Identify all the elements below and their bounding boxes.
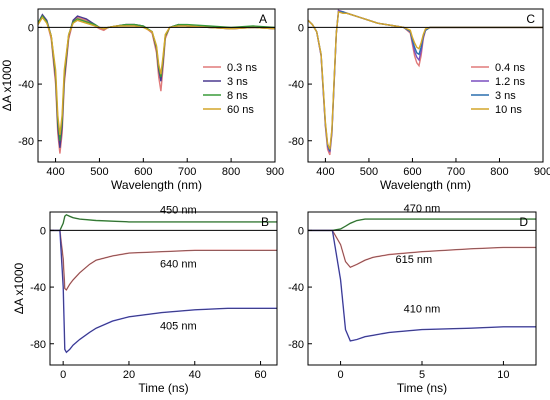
legend-label: 3 ns xyxy=(495,90,516,102)
y-tick-label: -80 xyxy=(18,136,34,148)
annotation-label: 615 nm xyxy=(396,254,433,266)
x-axis-label: Time (ns) xyxy=(138,381,188,395)
x-tick-label: 0 xyxy=(60,369,66,381)
x-axis-label: Wavelength (nm) xyxy=(380,178,471,192)
fit-line-405-nm xyxy=(50,230,277,353)
y-tick-label: -40 xyxy=(288,282,304,294)
x-tick-label: 600 xyxy=(403,166,421,178)
x-tick-label: 0 xyxy=(338,369,344,381)
x-tick-label: 400 xyxy=(316,166,334,178)
series-line-405-nm xyxy=(50,229,277,354)
x-tick-label: 500 xyxy=(360,166,378,178)
x-tick-label: 60 xyxy=(254,369,266,381)
legend-label: 60 ns xyxy=(227,104,254,116)
legend-label: 10 ns xyxy=(495,104,522,116)
panel-letter: D xyxy=(519,215,528,229)
legend-label: 1.2 ns xyxy=(495,76,525,88)
y-tick-label: 0 xyxy=(298,22,304,34)
x-tick-label: 600 xyxy=(134,166,152,178)
x-tick-label: 40 xyxy=(189,369,201,381)
x-tick-label: 20 xyxy=(123,369,135,381)
plot-frame xyxy=(49,211,278,366)
x-tick-label: 800 xyxy=(222,166,240,178)
fit-line-450-nm xyxy=(50,214,277,231)
y-tick-label: 0 xyxy=(28,22,34,34)
series-line-470-nm xyxy=(308,218,536,232)
series-group xyxy=(308,218,536,342)
x-tick-label: 900 xyxy=(534,166,550,178)
legend-label: 8 ns xyxy=(227,90,248,102)
fit-line-615-nm xyxy=(308,230,536,268)
panel-d: 0 5 10 0 -40 -80 Time (ns) D 470 nm 615 nm 410 nm xyxy=(288,203,537,395)
y-tick-label: -40 xyxy=(288,79,304,91)
annotation-label: 405 nm xyxy=(160,321,197,333)
fit-line-410-nm xyxy=(308,230,536,342)
x-tick-label: 400 xyxy=(46,166,64,178)
y-axis-label: ΔA x1000 xyxy=(12,262,26,314)
plot-frame xyxy=(307,211,537,366)
x-axis-label: Wavelength (nm) xyxy=(111,178,202,192)
annotation-label: 640 nm xyxy=(160,258,197,270)
y-axis-label: ΔA x1000 xyxy=(0,59,14,111)
x-tick-label: 500 xyxy=(90,166,108,178)
fit-line-640-nm xyxy=(50,230,277,291)
x-tick-label: 10 xyxy=(497,369,509,381)
y-tick-label: -40 xyxy=(18,79,34,91)
x-tick-label: 5 xyxy=(419,369,425,381)
x-tick-label: 700 xyxy=(178,166,196,178)
annotation-label: 450 nm xyxy=(160,204,197,216)
legend-label: 0.3 ns xyxy=(227,62,257,74)
panel-b: 0 20 40 60 0 -40 -80 Time (ns) ΔA x1000 B 450 nm 64… xyxy=(12,204,278,395)
legend-label: 3 ns xyxy=(227,76,248,88)
x-tick-label: 800 xyxy=(490,166,508,178)
y-tick-label: 0 xyxy=(40,225,46,237)
panel-a: 400 500 600 700 800 900 0 -40 -80 Wavelength (nm)… xyxy=(0,8,284,192)
panel-c: 400 500 600 700 800 900 0 -40 -80 Wavelength (nm)… xyxy=(288,8,550,192)
legend: 0.4 ns 1.2 ns 3 ns 10 ns xyxy=(471,62,525,116)
panel-letter: C xyxy=(526,12,535,26)
series-line-450-nm xyxy=(50,213,277,232)
x-axis-label: Time (ns) xyxy=(397,381,447,395)
annotation-label: 470 nm xyxy=(404,203,441,215)
plot-frame xyxy=(37,8,276,163)
y-tick-label: -40 xyxy=(30,282,46,294)
y-tick-label: -80 xyxy=(288,136,304,148)
panel-letter: A xyxy=(259,12,267,26)
x-tick-label: 700 xyxy=(447,166,465,178)
legend: 0.3 ns 3 ns 8 ns 60 ns xyxy=(203,62,257,116)
y-tick-label: -80 xyxy=(288,339,304,351)
legend-label: 0.4 ns xyxy=(495,62,525,74)
x-tick-label: 900 xyxy=(266,166,284,178)
series-group xyxy=(50,213,277,354)
annotation-label: 410 nm xyxy=(404,304,441,316)
y-tick-label: -80 xyxy=(30,339,46,351)
plot-frame xyxy=(307,8,544,163)
panel-letter: B xyxy=(261,215,269,229)
y-tick-label: 0 xyxy=(298,225,304,237)
